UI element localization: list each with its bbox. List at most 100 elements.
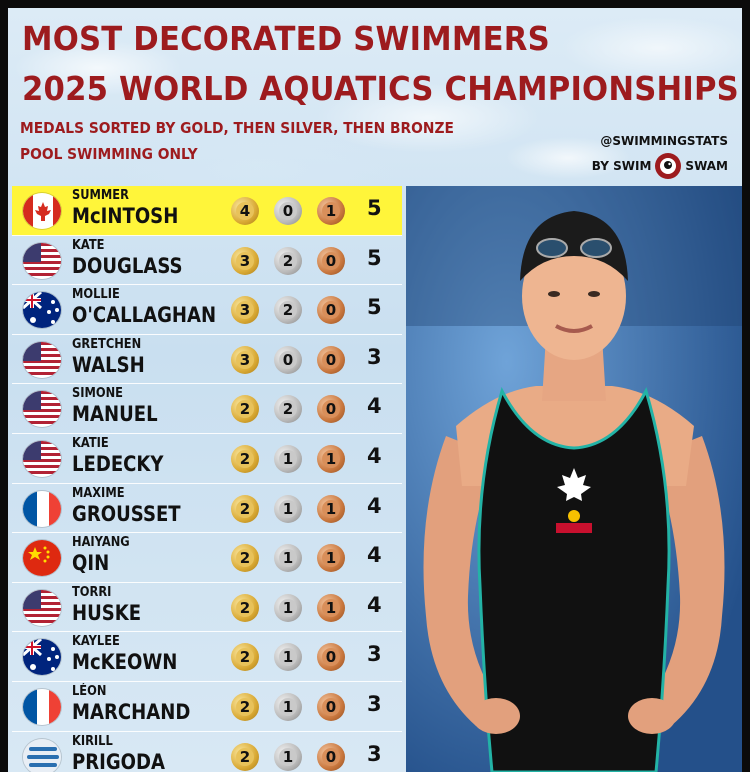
- bronze-medal-count: 0: [317, 345, 345, 374]
- medal-count-value: 1: [279, 549, 297, 568]
- bronze-medal-count: 0: [317, 742, 345, 771]
- title-line-2: 2025 WORLD AQUATICS CHAMPIONSHIPS: [22, 69, 739, 108]
- usa-flag-icon: [22, 340, 62, 379]
- last-name: PRIGODA: [72, 749, 166, 772]
- medal-count-value: 2: [236, 598, 254, 617]
- canada-flag-icon: [22, 192, 62, 230]
- total-medals: 4: [367, 443, 382, 468]
- silver-medal-count: 1: [274, 593, 302, 622]
- medal-count-value: 2: [236, 747, 254, 766]
- first-name: SUMMER: [72, 188, 129, 203]
- medal-count-value: 1: [322, 499, 340, 518]
- byline-left: BY SWIM: [591, 159, 652, 173]
- medal-count-value: 3: [236, 301, 254, 320]
- first-name: LÉON: [72, 683, 107, 699]
- bronze-medal-count: 0: [317, 246, 345, 275]
- silver-medal-count: 2: [274, 246, 302, 275]
- bronze-medal-count: 1: [317, 444, 345, 473]
- medal-count-value: 0: [279, 350, 297, 369]
- last-name: LEDECKY: [72, 451, 164, 476]
- bronze-medal-count: 0: [317, 643, 345, 672]
- last-name: MANUEL: [72, 402, 158, 427]
- gold-medal-count: 2: [231, 494, 259, 523]
- gold-medal-count: 2: [231, 544, 259, 573]
- medal-count-value: 1: [279, 598, 297, 617]
- gold-medal-count: 2: [231, 643, 259, 672]
- gold-medal-count: 3: [231, 296, 259, 325]
- silver-medal-count: 0: [274, 197, 302, 225]
- social-handle: @SWIMMINGSTATS: [600, 134, 728, 148]
- bronze-medal-count: 1: [317, 494, 345, 523]
- medal-count-value: 3: [236, 350, 254, 369]
- total-medals: 5: [367, 295, 382, 320]
- first-name: HAIYANG: [72, 535, 130, 551]
- bronze-medal-count: 0: [317, 692, 345, 721]
- table-row: MAXIME GROUSSET 2 1 1 4: [12, 484, 402, 534]
- medal-count-value: 0: [279, 202, 297, 220]
- table-row: MOLLIE O'CALLAGHAN 3 2 0 5: [12, 285, 402, 335]
- medal-count-value: 1: [322, 449, 340, 468]
- total-medals: 3: [367, 642, 382, 667]
- gold-medal-count: 2: [231, 692, 259, 721]
- red-bull-logo-icon: [556, 510, 592, 533]
- usa-flag-icon: [22, 241, 62, 280]
- bronze-medal-count: 1: [317, 197, 345, 225]
- last-name: QIN: [72, 551, 110, 576]
- last-name: HUSKE: [72, 600, 142, 625]
- subtitle-sort-note: MEDALS SORTED BY GOLD, THEN SILVER, THEN…: [20, 119, 454, 137]
- silver-medal-count: 1: [274, 692, 302, 721]
- silver-medal-count: 1: [274, 444, 302, 473]
- total-medals: 3: [367, 344, 382, 369]
- maple-leaf-icon: [557, 468, 591, 501]
- silver-medal-count: 1: [274, 494, 302, 523]
- table-row: KIRILL PRIGODA 2 1 0 3: [12, 732, 402, 772]
- table-row: GRETCHEN WALSH 3 0 0 3: [12, 335, 402, 385]
- table-row: KATIE LEDECKY 2 1 1 4: [12, 434, 402, 484]
- medal-count-value: 2: [236, 449, 254, 468]
- total-medals: 4: [367, 592, 382, 617]
- total-medals: 4: [367, 493, 382, 518]
- medal-count-value: 2: [236, 549, 254, 568]
- medal-count-value: 2: [236, 499, 254, 518]
- total-medals: 3: [367, 691, 382, 716]
- gold-medal-count: 2: [231, 395, 259, 424]
- medal-count-value: 0: [322, 747, 340, 766]
- medal-count-value: 2: [236, 697, 254, 716]
- silver-medal-count: 1: [274, 544, 302, 573]
- bronze-medal-count: 1: [317, 544, 345, 573]
- table-row: SUMMER McINTOSH 4 0 1 5: [12, 186, 402, 236]
- total-medals: 4: [367, 543, 382, 568]
- medal-count-value: 3: [236, 251, 254, 270]
- bronze-medal-count: 0: [317, 296, 345, 325]
- total-medals: 5: [367, 245, 382, 270]
- first-name: KIRILL: [72, 733, 113, 749]
- first-name: MAXIME: [72, 485, 125, 501]
- first-name: TORRI: [72, 584, 112, 600]
- silver-medal-count: 2: [274, 296, 302, 325]
- title-line-1: MOST DECORATED SWIMMERS: [22, 19, 550, 58]
- first-name: KAYLEE: [72, 634, 120, 650]
- france-flag-icon: [22, 687, 62, 726]
- swimswam-logo-icon: [655, 153, 682, 179]
- medal-count-value: 1: [322, 202, 340, 220]
- swimmer-photo: [406, 186, 742, 772]
- last-name: WALSH: [72, 352, 145, 377]
- medal-count-value: 0: [322, 251, 340, 270]
- last-name: GROUSSET: [72, 501, 181, 526]
- australia-flag-icon: [22, 638, 62, 677]
- total-medals: 5: [367, 196, 382, 220]
- last-name: O'CALLAGHAN: [72, 303, 217, 328]
- silver-medal-count: 2: [274, 395, 302, 424]
- first-name: MOLLIE: [72, 287, 120, 303]
- medal-count-value: 0: [322, 697, 340, 716]
- medal-count-value: 1: [279, 648, 297, 667]
- total-medals: 3: [367, 741, 382, 766]
- last-name: McINTOSH: [72, 204, 179, 228]
- medal-count-value: 2: [236, 400, 254, 419]
- china-flag-icon: [22, 539, 62, 578]
- medal-count-value: 2: [279, 400, 297, 419]
- subtitle-scope-note: POOL SWIMMING ONLY: [20, 145, 198, 163]
- medal-count-value: 1: [322, 549, 340, 568]
- table-row: HAIYANG QIN 2 1 1 4: [12, 533, 402, 583]
- neutral-flag-icon: [22, 737, 62, 772]
